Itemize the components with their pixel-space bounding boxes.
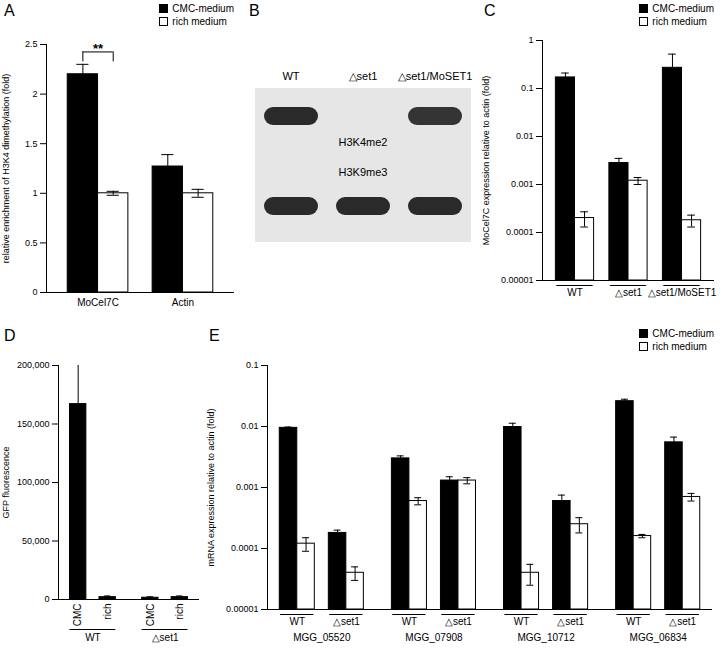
svg-text:△set1/MoSET1: △set1/MoSET1 [648,287,717,298]
html-text:A: A [4,2,15,19]
svg-text:50,000: 50,000 [22,536,50,546]
html-text:E: E [209,327,220,344]
svg-text:0.001: 0.001 [236,482,259,492]
svg-text:0.1: 0.1 [246,360,259,370]
svg-text:△set1: △set1 [557,616,584,627]
html-text:CMC-medium: CMC-medium [652,3,714,14]
svg-text:150,000: 150,000 [17,419,50,429]
svg-text:△set1/MoSET1: △set1/MoSET1 [398,70,473,82]
html-text:C: C [484,2,496,19]
svg-text:100,000: 100,000 [17,477,50,487]
svg-text:H3K9me3: H3K9me3 [339,166,388,178]
svg-text:WT: WT [626,616,642,627]
svg-text:2: 2 [32,89,37,99]
svg-text:1: 1 [528,35,533,45]
html-text:B: B [249,2,260,19]
svg-text:0.1: 0.1 [521,83,534,93]
svg-text:△set1: △set1 [615,287,642,298]
svg-text:1: 1 [32,188,37,198]
svg-text:△set1: △set1 [333,616,360,627]
svg-text:2.5: 2.5 [25,39,38,49]
svg-text:△set1: △set1 [152,632,179,643]
svg-text:Actin: Actin [172,297,194,308]
svg-text:WT: WT [567,287,583,298]
svg-text:MGG_06834: MGG_06834 [630,632,688,643]
html-text:D: D [4,327,16,344]
html-text:rich medium: rich medium [652,16,707,27]
svg-text:0.01: 0.01 [516,131,534,141]
svg-text:0.01: 0.01 [241,421,259,431]
svg-text:rich: rich [174,604,185,620]
svg-text:200,000: 200,000 [17,360,50,370]
svg-text:WT: WT [402,616,418,627]
svg-text:WT: WT [85,632,101,643]
svg-text:0.0001: 0.0001 [506,227,534,237]
svg-text:WT: WT [514,616,530,627]
html-text:CMC-medium: CMC-medium [172,3,234,14]
svg-text:0.001: 0.001 [511,179,534,189]
svg-text:MoCel7C: MoCel7C [77,297,119,308]
svg-text:WT: WT [290,616,306,627]
html-text:rich medium: rich medium [172,16,227,27]
svg-text:0: 0 [44,594,49,604]
svg-text:**: ** [93,41,104,56]
svg-text:0.0001: 0.0001 [231,543,259,553]
svg-text:WT: WT [282,70,299,82]
svg-text:0: 0 [32,287,37,297]
svg-text:GFP fluorescence: GFP fluorescence [1,447,11,519]
svg-text:0.00001: 0.00001 [226,604,259,614]
svg-text:0.5: 0.5 [25,238,38,248]
svg-text:MGG_07908: MGG_07908 [405,632,463,643]
svg-text:MGG_05520: MGG_05520 [293,632,351,643]
svg-text:△set1: △set1 [669,616,696,627]
svg-text:1.5: 1.5 [25,139,38,149]
svg-text:CMC: CMC [145,604,156,627]
svg-text:△set1: △set1 [445,616,472,627]
svg-text:MoCel7C expression relative to: MoCel7C expression relative to actin (fo… [481,76,491,246]
svg-text:0.00001: 0.00001 [501,275,534,285]
html-text:rich medium: rich medium [652,341,707,352]
svg-text:CMC: CMC [72,604,83,627]
svg-text:MGG_10712: MGG_10712 [517,632,575,643]
svg-text:H3K4me2: H3K4me2 [339,136,388,148]
svg-text:mRNA expression relative to ac: mRNA expression relative to actin (fold) [206,408,216,566]
html-text:CMC-medium: CMC-medium [652,328,714,339]
svg-text:rich: rich [102,604,113,620]
svg-text:relative enrichment of H3K4 di: relative enrichment of H3K4 dimethylatio… [1,74,11,264]
svg-text:△set1: △set1 [349,70,378,82]
